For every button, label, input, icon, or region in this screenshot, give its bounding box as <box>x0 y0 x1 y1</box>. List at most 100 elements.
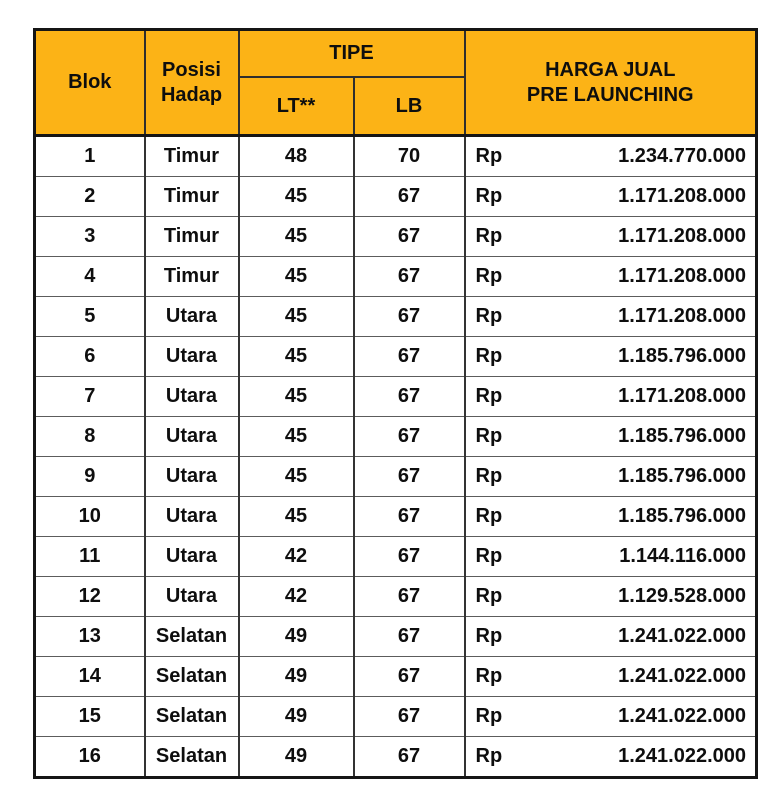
lb-cell: 67 <box>352 176 466 217</box>
table-row: 4 Timur 45 67 Rp 1.171.208.000 <box>33 256 758 297</box>
lb-cell: 67 <box>352 336 466 377</box>
harga-cell: Rp 1.185.796.000 <box>463 496 758 537</box>
lt-cell: 49 <box>237 616 355 657</box>
lb-cell: 67 <box>352 296 466 337</box>
blok-cell: 2 <box>33 176 146 217</box>
blok-cell: 3 <box>33 216 146 257</box>
blok-cell: 10 <box>33 496 146 537</box>
currency-prefix: Rp <box>475 425 503 447</box>
price-amount: 1.185.796.000 <box>618 425 747 447</box>
harga-cell: Rp 1.241.022.000 <box>463 616 758 657</box>
table-row: 11 Utara 42 67 Rp 1.144.116.000 <box>33 536 758 577</box>
price-amount: 1.171.208.000 <box>618 305 747 327</box>
price-amount: 1.241.022.000 <box>618 745 747 767</box>
table-row: 5 Utara 45 67 Rp 1.171.208.000 <box>33 296 758 337</box>
currency-prefix: Rp <box>475 505 503 527</box>
posisi-cell: Selatan <box>143 736 240 778</box>
header-blok: Blok <box>33 28 146 137</box>
table-body: 1 Timur 48 70 Rp 1.234.770.000 2 Timur 45 67 Rp 1.1… <box>33 135 758 778</box>
lt-cell: 49 <box>237 736 355 778</box>
price-amount: 1.171.208.000 <box>618 225 747 247</box>
table-row: 2 Timur 45 67 Rp 1.171.208.000 <box>33 176 758 217</box>
harga-cell: Rp 1.185.796.000 <box>463 456 758 497</box>
lb-cell: 67 <box>352 256 466 297</box>
harga-cell: Rp 1.171.208.000 <box>463 376 758 417</box>
lb-cell: 70 <box>352 135 466 177</box>
lt-cell: 45 <box>237 416 355 457</box>
header-tipe-label: TIPE <box>329 42 374 64</box>
posisi-cell: Selatan <box>143 696 240 737</box>
lt-cell: 45 <box>237 376 355 417</box>
lt-cell: 48 <box>237 135 355 177</box>
harga-cell: Rp 1.234.770.000 <box>463 135 758 177</box>
price-amount: 1.185.796.000 <box>618 465 747 487</box>
blok-cell: 8 <box>33 416 146 457</box>
lt-cell: 45 <box>237 256 355 297</box>
posisi-cell: Utara <box>143 416 240 457</box>
lb-cell: 67 <box>352 416 466 457</box>
lt-cell: 45 <box>237 296 355 337</box>
lb-cell: 67 <box>352 576 466 617</box>
price-amount: 1.185.796.000 <box>618 345 747 367</box>
price-amount: 1.185.796.000 <box>618 505 747 527</box>
harga-cell: Rp 1.241.022.000 <box>463 736 758 778</box>
lb-cell: 67 <box>352 736 466 778</box>
blok-cell: 15 <box>33 696 146 737</box>
posisi-cell: Utara <box>143 496 240 537</box>
header-lb: LB <box>352 76 466 137</box>
table-row: 13 Selatan 49 67 Rp 1.241.022.000 <box>33 616 758 657</box>
lt-cell: 42 <box>237 576 355 617</box>
posisi-cell: Timur <box>143 176 240 217</box>
posisi-cell: Utara <box>143 296 240 337</box>
price-amount: 1.129.528.000 <box>618 585 747 607</box>
currency-prefix: Rp <box>475 465 503 487</box>
posisi-cell: Utara <box>143 456 240 497</box>
blok-cell: 9 <box>33 456 146 497</box>
posisi-cell: Selatan <box>143 616 240 657</box>
price-amount: 1.241.022.000 <box>618 705 747 727</box>
currency-prefix: Rp <box>475 665 503 687</box>
harga-cell: Rp 1.171.208.000 <box>463 176 758 217</box>
price-amount: 1.234.770.000 <box>618 145 747 167</box>
lt-cell: 49 <box>237 656 355 697</box>
table-row: 16 Selatan 49 67 Rp 1.241.022.000 <box>33 736 758 778</box>
table-row: 3 Timur 45 67 Rp 1.171.208.000 <box>33 216 758 257</box>
price-amount: 1.241.022.000 <box>618 625 747 647</box>
table-row: 10 Utara 45 67 Rp 1.185.796.000 <box>33 496 758 537</box>
currency-prefix: Rp <box>475 705 503 727</box>
table-header: Blok Posisi Hadap TIPE HARGA JUAL PRE LA… <box>33 28 758 137</box>
currency-prefix: Rp <box>475 265 503 287</box>
lt-cell: 45 <box>237 496 355 537</box>
lt-cell: 45 <box>237 216 355 257</box>
table-row: 14 Selatan 49 67 Rp 1.241.022.000 <box>33 656 758 697</box>
lt-cell: 45 <box>237 456 355 497</box>
currency-prefix: Rp <box>475 305 503 327</box>
posisi-cell: Utara <box>143 336 240 377</box>
lb-cell: 67 <box>352 656 466 697</box>
currency-prefix: Rp <box>475 345 503 367</box>
currency-prefix: Rp <box>475 185 503 207</box>
header-posisi-line1: Posisi <box>162 58 221 81</box>
harga-cell: Rp 1.171.208.000 <box>463 216 758 257</box>
price-amount: 1.241.022.000 <box>618 665 747 687</box>
lb-cell: 67 <box>352 496 466 537</box>
table-row: 12 Utara 42 67 Rp 1.129.528.000 <box>33 576 758 617</box>
header-row-sub: LT** LB <box>35 76 757 137</box>
table-row: 1 Timur 48 70 Rp 1.234.770.000 <box>33 135 758 177</box>
lt-cell: 42 <box>237 536 355 577</box>
posisi-cell: Selatan <box>143 656 240 697</box>
lt-cell: 49 <box>237 696 355 737</box>
harga-cell: Rp 1.171.208.000 <box>463 256 758 297</box>
posisi-cell: Timur <box>143 216 240 257</box>
table-row: 9 Utara 45 67 Rp 1.185.796.000 <box>33 456 758 497</box>
blok-cell: 14 <box>33 656 146 697</box>
blok-cell: 13 <box>33 616 146 657</box>
lt-cell: 45 <box>237 336 355 377</box>
lb-cell: 67 <box>352 376 466 417</box>
posisi-cell: Timur <box>143 256 240 297</box>
table-row: 7 Utara 45 67 Rp 1.171.208.000 <box>33 376 758 417</box>
blok-cell: 1 <box>33 135 146 177</box>
header-harga-jual: HARGA JUAL PRE LAUNCHING <box>463 28 758 137</box>
header-tipe: TIPE <box>237 28 466 78</box>
